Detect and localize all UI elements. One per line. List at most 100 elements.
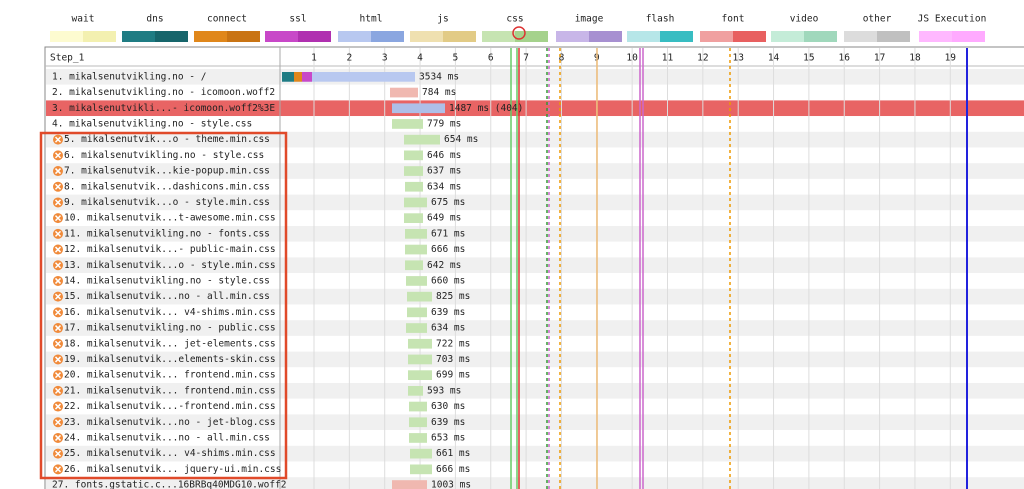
ssl-seg [302,72,312,82]
request-label: 20. mikalsenutvik... frontend.min.css [64,370,276,381]
error-icon-x [54,230,62,237]
legend-swatch [877,31,910,42]
request-bar [392,480,427,489]
tick-label: 15 [803,53,814,64]
tick-label: 13 [732,53,743,64]
error-icon-x [54,293,62,300]
error-icon-x [54,419,62,426]
request-bar [404,197,427,208]
request-bar [410,464,432,475]
tick-label: 18 [909,53,921,64]
legend-swatch [515,31,548,42]
request-bar [404,213,423,223]
request-bar [407,307,427,318]
request-label: 5. mikalsenutvik...o - theme.min.css [64,134,270,145]
legend-label: wait [72,14,95,25]
error-icon-x [54,277,62,284]
request-label: 13. mikalsenutvik...o - style.min.css [64,260,276,271]
row-bg [46,241,1024,258]
request-bar [405,229,427,239]
request-bar [408,354,432,365]
tick-label: 4 [417,53,423,64]
error-icon-x [54,262,62,269]
row-bg [46,351,1024,368]
row-bg [46,304,1024,321]
request-time: 593 ms [427,385,461,396]
row-bg [46,445,1024,462]
legend-swatch [410,31,443,42]
request-label: 24. mikalsenutvik...no - all.min.css [64,432,270,443]
request-label: 11. mikalsenutvikling.no - fonts.css [64,228,270,239]
request-label: 22. mikalsenutvik...-frontend.min.css [64,401,276,412]
request-bar [407,291,432,302]
request-label: 3. mikalsenutvikli...- icomoon.woff2%3E [52,103,275,114]
request-time: 637 ms [427,166,461,177]
row-bg [46,320,1024,336]
error-icon-x [54,215,62,222]
legend-swatch [155,31,188,42]
request-time: 3534 ms [419,71,459,82]
row-bg [46,288,1024,305]
legend-swatch [919,31,952,42]
legend-label: ssl [289,14,306,25]
tick-label: 16 [839,53,851,64]
tick-label: 14 [768,53,780,64]
request-time: 779 ms [427,118,461,129]
error-icon-x [54,434,62,441]
request-time: 634 ms [431,323,465,334]
row-bg [46,367,1024,383]
tick-label: 6 [488,53,494,64]
error-icon-x [54,136,62,143]
legend-label: font [722,14,745,25]
legend-swatch [700,31,733,42]
request-time: 630 ms [431,401,465,412]
legend-swatch [589,31,622,42]
request-label: 6. mikalsenutvikling.no - style.css [64,150,264,161]
request-bar [409,433,427,443]
row-bg [46,273,1024,289]
row-bg [46,430,1024,446]
dns-seg [282,72,294,82]
highlight-box [39,131,288,480]
request-bar [408,370,432,380]
legend-swatch [443,31,476,42]
request-label: 17. mikalsenutvikling.no - public.css [64,323,276,334]
error-icon-x [54,450,62,457]
request-time: 660 ms [431,275,465,286]
request-bar [405,260,423,271]
request-time: 703 ms [436,354,470,365]
request-label: 21. mikalsenutvik... frontend.min.css [64,385,276,396]
error-icon-x [54,246,62,253]
row-bg [46,461,1024,478]
request-time: 666 ms [436,464,470,475]
request-label: 7. mikalsenutvik...kie-popup.min.css [64,166,270,177]
legend-label: dns [146,14,163,25]
request-bar [390,87,418,98]
legend-swatch [265,31,298,42]
legend-label: html [360,14,383,25]
request-label: 8. mikalsenutvik...dashicons.min.css [64,181,270,192]
legend-label: css [506,14,523,25]
tick-label: 3 [382,53,388,64]
request-bar [408,386,423,396]
legend-label: image [575,14,604,25]
request-label: 15. mikalsenutvik...no - all.min.css [64,291,270,302]
legend-swatch [338,31,371,42]
legend-label: JS Execution [918,14,987,25]
legend-swatch [122,31,155,42]
legend-swatch [660,31,693,42]
request-time: 661 ms [436,448,470,459]
error-icon-x [54,466,62,473]
tick-label: 17 [874,53,885,64]
row-bg [46,84,1024,101]
legend-swatch [952,31,985,42]
request-time: 646 ms [427,150,461,161]
legend-swatch [804,31,837,42]
request-bar [408,338,432,349]
tick-label: 19 [945,53,957,64]
step-label: Step_1 [50,53,85,64]
error-icon-x [54,356,62,363]
event-marker [512,26,526,40]
request-label: 4. mikalsenutvikling.no - style.css [52,118,252,129]
request-time: 671 ms [431,228,465,239]
